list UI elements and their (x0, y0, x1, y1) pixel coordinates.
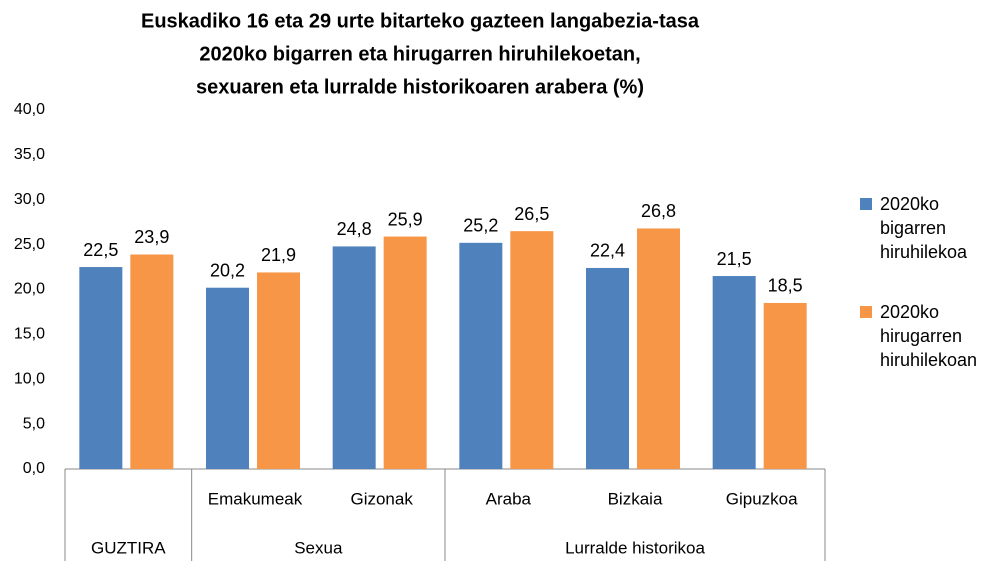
group-label: Lurralde historikoa (565, 538, 705, 557)
group-label: GUZTIRA (91, 538, 166, 557)
bar (332, 246, 376, 469)
bar (383, 236, 427, 469)
x-tick-label: Bizkaia (608, 489, 663, 508)
data-label: 22,5 (83, 240, 118, 260)
y-tick-label: 10,0 (14, 370, 45, 387)
data-label: 21,5 (717, 249, 752, 269)
chart-title: Euskadiko 16 eta 29 urte bitarteko gazte… (141, 10, 700, 32)
data-label: 26,8 (641, 201, 676, 221)
data-label: 24,8 (337, 219, 372, 239)
group-label: Sexua (294, 538, 343, 557)
data-label: 23,9 (134, 227, 169, 247)
bar (586, 267, 629, 469)
data-label: 25,2 (463, 216, 498, 236)
x-tick-label: Gipuzkoa (726, 489, 798, 508)
y-tick-label: 35,0 (14, 146, 45, 163)
data-label: 25,9 (388, 209, 423, 229)
y-tick-label: 15,0 (14, 326, 45, 343)
x-tick-label: Gizonak (350, 489, 413, 508)
data-label: 26,5 (514, 204, 549, 224)
bar (130, 254, 174, 469)
bar (79, 267, 123, 469)
y-tick-label: 40,0 (14, 101, 45, 118)
legend-swatch (860, 306, 872, 318)
x-tick-label: Araba (486, 489, 532, 508)
y-tick-label: 0,0 (23, 460, 45, 477)
y-tick-label: 30,0 (14, 191, 45, 208)
y-tick-label: 25,0 (14, 236, 45, 253)
bar (712, 276, 756, 469)
bar (459, 242, 503, 469)
data-label: 22,4 (590, 241, 625, 261)
x-tick-label: Emakumeak (208, 489, 303, 508)
bar (637, 228, 680, 469)
bar (510, 231, 554, 469)
legend-item: 2020ko hirugarren hiruhilekoan (860, 300, 1003, 372)
legend-label: 2020ko bigarren hiruhilekoa (880, 194, 968, 262)
bar (206, 287, 249, 469)
legend-item: 2020ko bigarren hiruhilekoa (860, 192, 1003, 264)
y-tick-label: 20,0 (14, 281, 45, 298)
legend-label: 2020ko hirugarren hiruhilekoan (880, 302, 978, 370)
bar (763, 302, 807, 469)
data-label: 20,2 (210, 260, 245, 280)
bar (257, 272, 300, 469)
legend-swatch (860, 198, 872, 210)
chart-title: 2020ko bigarren eta hirugarren hiruhilek… (199, 43, 640, 65)
chart-title: sexuaren eta lurralde historikoaren arab… (196, 76, 644, 98)
data-label: 18,5 (768, 276, 803, 296)
data-label: 21,9 (261, 245, 296, 265)
y-tick-label: 5,0 (23, 415, 45, 432)
